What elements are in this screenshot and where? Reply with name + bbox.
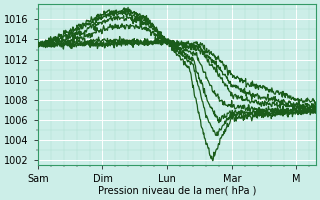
X-axis label: Pression niveau de la mer( hPa ): Pression niveau de la mer( hPa ) bbox=[98, 186, 256, 196]
